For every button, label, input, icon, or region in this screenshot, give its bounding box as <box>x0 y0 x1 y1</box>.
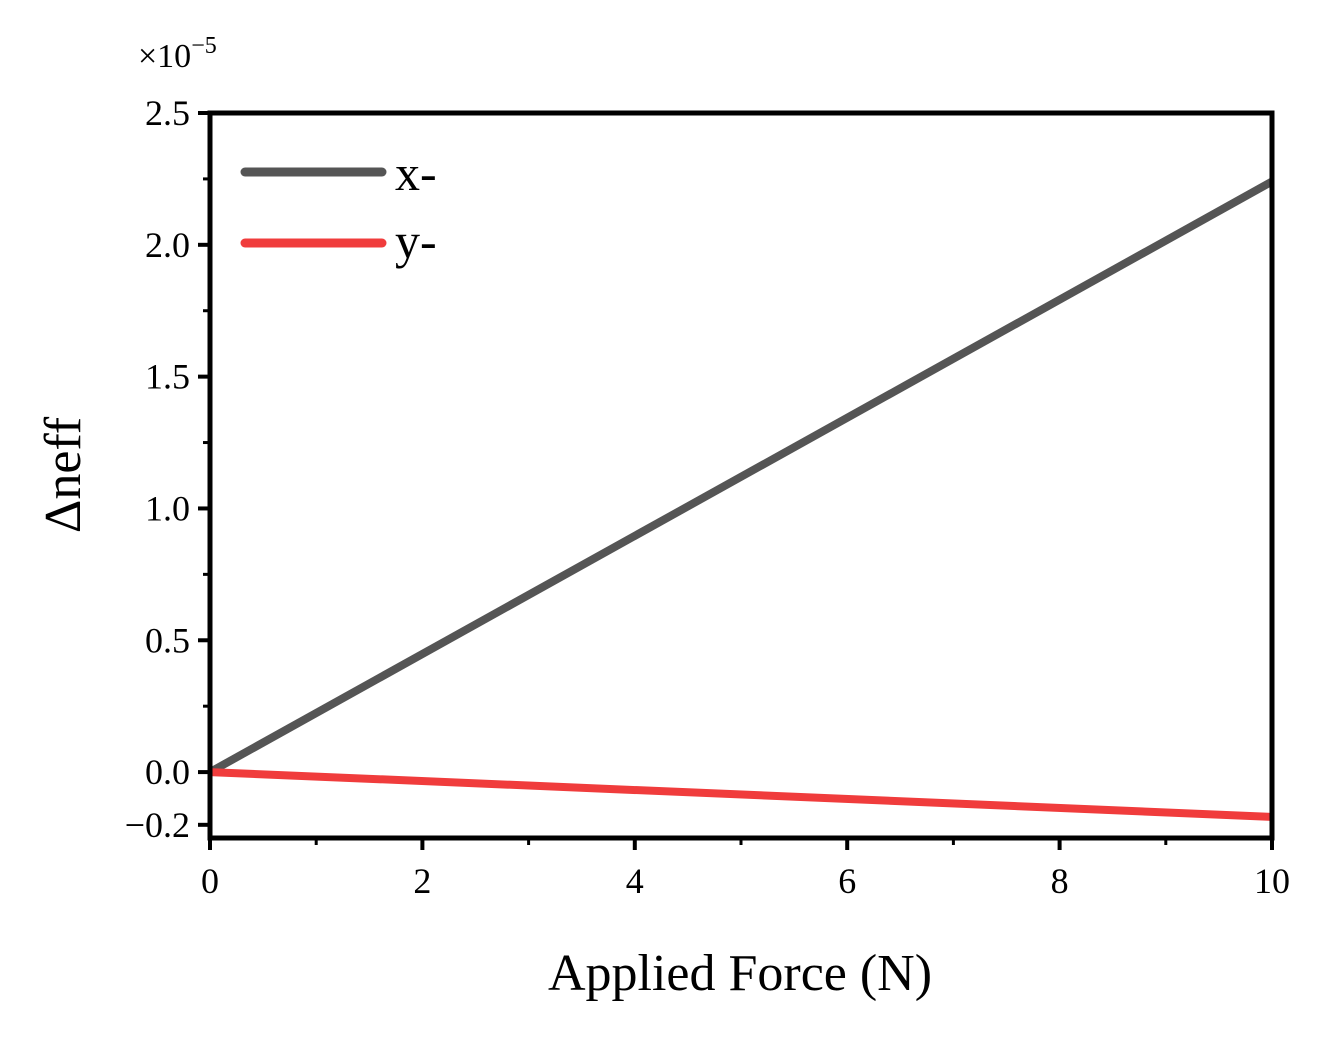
y-axis-title: Δneff <box>35 416 92 533</box>
y-multiplier-label: ×10−5 <box>138 33 217 75</box>
series-layer <box>208 178 1274 821</box>
x-tick-label: 6 <box>838 861 856 901</box>
series-line-y <box>209 768 1273 821</box>
series-line-x <box>208 178 1274 776</box>
y-tick-label: 0.5 <box>145 620 190 660</box>
legend-label-x: x- <box>395 145 437 201</box>
y-tick-label: 0.0 <box>145 752 190 792</box>
tick-labels-layer: 0 2 4 6 8 10 −0.2 0.0 0.5 1.0 1.5 2.0 2.5 <box>125 93 1290 901</box>
plot-frame <box>207 110 1275 841</box>
x-tick-label: 10 <box>1254 861 1290 901</box>
legend-label-y: y- <box>395 213 437 269</box>
x-axis-title: Applied Force (N) <box>548 945 932 1002</box>
x-tick-label: 4 <box>626 861 644 901</box>
y-tick-label: −0.2 <box>125 805 190 845</box>
y-tick-label: 1.5 <box>145 357 190 397</box>
y-tick-label: 1.0 <box>145 488 190 528</box>
x-tick-label: 2 <box>413 861 431 901</box>
y-tick-label: 2.5 <box>145 93 190 133</box>
legend: x- y- <box>240 145 437 269</box>
x-tick-label: 0 <box>201 861 219 901</box>
y-tick-label: 2.0 <box>145 225 190 265</box>
x-tick-label: 8 <box>1051 861 1069 901</box>
